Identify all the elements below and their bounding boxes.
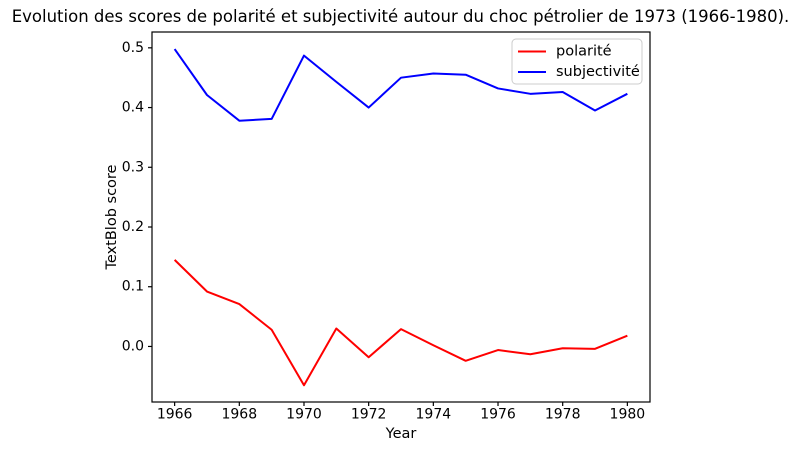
x-axis-label: Year — [385, 426, 417, 442]
series-line-polarité — [173, 259, 628, 387]
y-axis-label: TextBlob score — [104, 164, 120, 270]
y-tick-label: 0.3 — [122, 159, 144, 175]
legend-label-polarité: polarité — [556, 44, 612, 60]
y-tick-label: 0.2 — [122, 219, 144, 235]
series-line-subjectivité — [173, 48, 628, 122]
x-tick-label: 1972 — [351, 407, 387, 423]
x-tick-label: 1970 — [286, 407, 322, 423]
y-tick-label: 0.5 — [122, 40, 144, 56]
y-tick-label: 0.1 — [122, 279, 144, 295]
x-tick-label: 1978 — [545, 407, 581, 423]
x-tick-label: 1974 — [416, 407, 452, 423]
chart-title: Evolution des scores de polarité et subj… — [11, 7, 790, 26]
y-tick-label: 0.4 — [122, 100, 144, 116]
legend-label-subjectivité: subjectivité — [556, 64, 640, 80]
x-tick-label: 1976 — [480, 407, 516, 423]
x-tick-label: 1980 — [610, 407, 646, 423]
axes-frame — [151, 31, 651, 403]
x-tick-label: 1966 — [157, 407, 193, 423]
x-tick-label: 1968 — [221, 407, 257, 423]
y-tick-label: 0.0 — [122, 338, 144, 354]
